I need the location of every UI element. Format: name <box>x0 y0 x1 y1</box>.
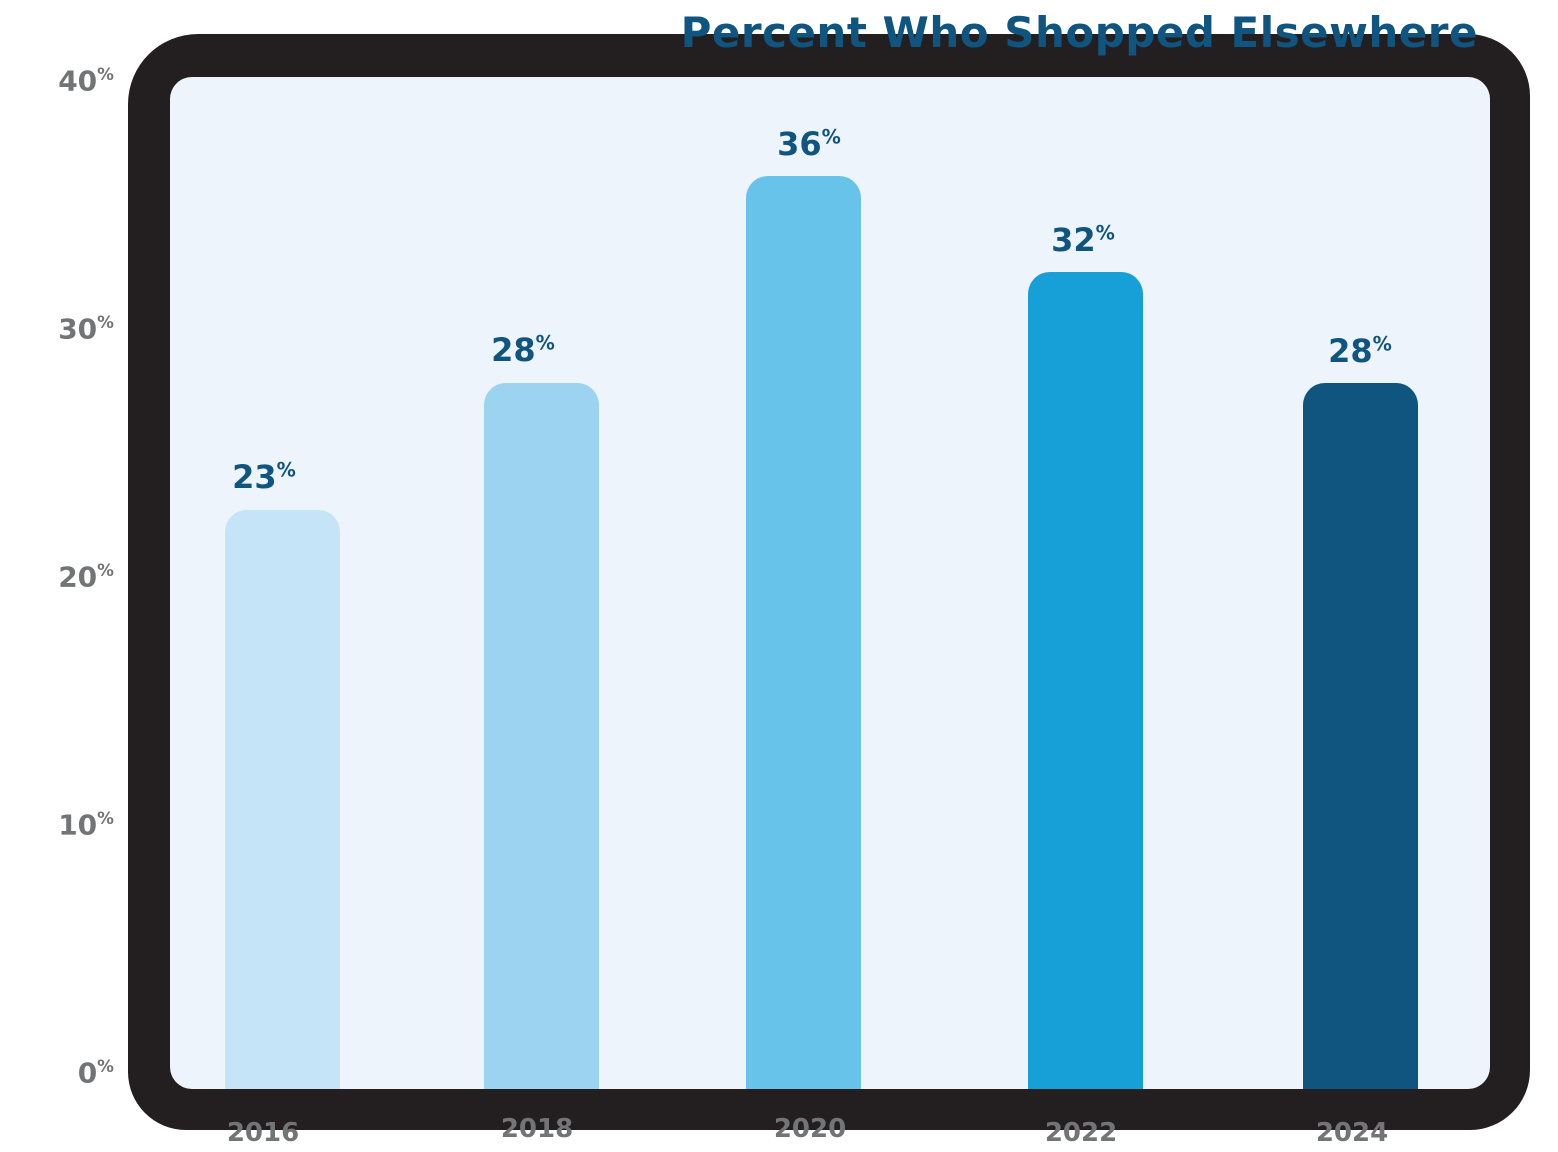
bar-2022 <box>1028 272 1143 1089</box>
bar-2018 <box>484 383 599 1089</box>
y-tick-30: 30% <box>58 312 114 346</box>
value-label-2016: 23% <box>232 458 296 496</box>
value-label-2018: 28% <box>491 331 555 369</box>
y-tick-20: 20% <box>58 560 114 594</box>
chart-title: Percent Who Shopped Elsewhere <box>680 8 1478 57</box>
bar-2020 <box>746 176 861 1089</box>
value-label-2020: 36% <box>777 125 841 163</box>
x-tick-2020: 2020 <box>773 1114 847 1144</box>
bar-2016 <box>225 510 340 1089</box>
bar-2024 <box>1303 383 1418 1089</box>
x-tick-2018: 2018 <box>500 1114 574 1144</box>
y-tick-0: 0% <box>77 1056 114 1090</box>
x-tick-2022: 2022 <box>1044 1118 1118 1148</box>
x-tick-2016: 2016 <box>226 1118 300 1148</box>
x-tick-2024: 2024 <box>1315 1118 1389 1148</box>
value-label-2022: 32% <box>1051 221 1115 259</box>
value-label-2024: 28% <box>1328 332 1392 370</box>
y-tick-10: 10% <box>58 808 114 842</box>
y-tick-40: 40% <box>58 64 114 98</box>
